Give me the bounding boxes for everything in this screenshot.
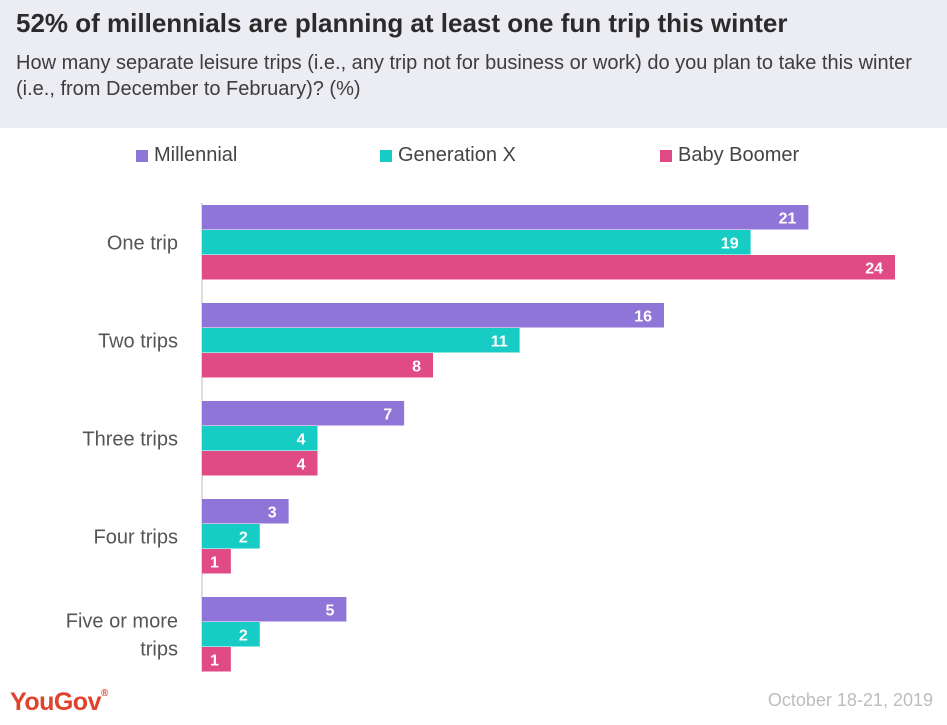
value-label-millennial-three-trips: 7 xyxy=(383,406,392,423)
legend-item-generation-x: Generation X xyxy=(380,144,516,167)
category-label-line: Two trips xyxy=(98,331,178,353)
value-label-baby-boomer-four-trips: 1 xyxy=(210,554,219,571)
bar-baby-boomer-three-trips xyxy=(202,451,318,476)
bar-millennial-one-trip xyxy=(202,205,809,230)
category-label-four-trips: Four trips xyxy=(94,527,178,549)
chart-title: 52% of millennials are planning at least… xyxy=(16,8,788,38)
category-label-line: Four trips xyxy=(94,527,178,549)
chart-subtitle: How many separate leisure trips (i.e., a… xyxy=(16,52,912,100)
bar-baby-boomer-two-trips xyxy=(202,353,433,378)
bar-millennial-two-trips xyxy=(202,303,664,328)
bar-millennial-three-trips xyxy=(202,401,405,426)
legend-item-millennial: Millennial xyxy=(136,144,237,167)
category-label-five-or-more-trips: Five or more trips xyxy=(66,611,178,661)
legend-label-baby-boomer: Baby Boomer xyxy=(678,144,800,166)
value-label-millennial-one-trip: 21 xyxy=(779,210,797,227)
bar-baby-boomer-four-trips xyxy=(202,549,231,574)
survey-date: October 18-21, 2019 xyxy=(767,690,933,710)
value-label-generation-x-five-or-more-trips: 2 xyxy=(239,627,248,644)
category-label-one-trip: One trip xyxy=(107,233,178,255)
value-label-baby-boomer-one-trip: 24 xyxy=(865,260,883,277)
legend-label-millennial: Millennial xyxy=(154,144,238,166)
value-label-millennial-five-or-more-trips: 5 xyxy=(325,602,334,619)
value-label-generation-x-four-trips: 2 xyxy=(239,529,248,546)
legend-item-baby-boomer: Baby Boomer xyxy=(660,144,799,167)
value-label-generation-x-one-trip: 19 xyxy=(721,235,739,252)
chart-header: 52% of millennials are planning at least… xyxy=(0,0,947,128)
category-label-two-trips: Two trips xyxy=(98,331,178,353)
value-label-millennial-four-trips: 3 xyxy=(268,504,277,521)
bar-generation-x-three-trips xyxy=(202,426,318,451)
category-label-line: Three trips xyxy=(82,429,178,451)
category-label-line: trips xyxy=(140,639,178,661)
bar-millennial-five-or-more-trips xyxy=(202,597,347,622)
chart-legend: Millennial Generation X Baby Boomer xyxy=(0,144,947,172)
value-label-baby-boomer-two-trips: 8 xyxy=(412,358,421,375)
bar-generation-x-one-trip xyxy=(202,230,751,255)
category-label-three-trips: Three trips xyxy=(82,429,178,451)
bar-baby-boomer-one-trip xyxy=(202,255,895,280)
legend-label-generation-x: Generation X xyxy=(398,144,516,166)
bar-generation-x-five-or-more-trips xyxy=(202,622,260,647)
bar-millennial-four-trips xyxy=(202,499,289,524)
value-label-generation-x-three-trips: 4 xyxy=(297,431,306,448)
legend-swatch-baby-boomer xyxy=(660,149,672,162)
value-label-generation-x-two-trips: 11 xyxy=(491,333,508,350)
yougov-logo: YouGov® xyxy=(10,688,108,716)
legend-swatch-generation-x xyxy=(380,149,392,162)
legend-swatch-millennial xyxy=(136,149,148,162)
bar-generation-x-two-trips xyxy=(202,328,520,353)
value-label-baby-boomer-three-trips: 4 xyxy=(297,456,306,473)
bar-baby-boomer-five-or-more-trips xyxy=(202,647,231,672)
bar-generation-x-four-trips xyxy=(202,524,260,549)
category-label-line: Five or more xyxy=(66,611,178,633)
category-label-line: One trip xyxy=(107,233,178,255)
value-label-baby-boomer-five-or-more-trips: 1 xyxy=(210,652,219,669)
value-label-millennial-two-trips: 16 xyxy=(634,308,652,325)
